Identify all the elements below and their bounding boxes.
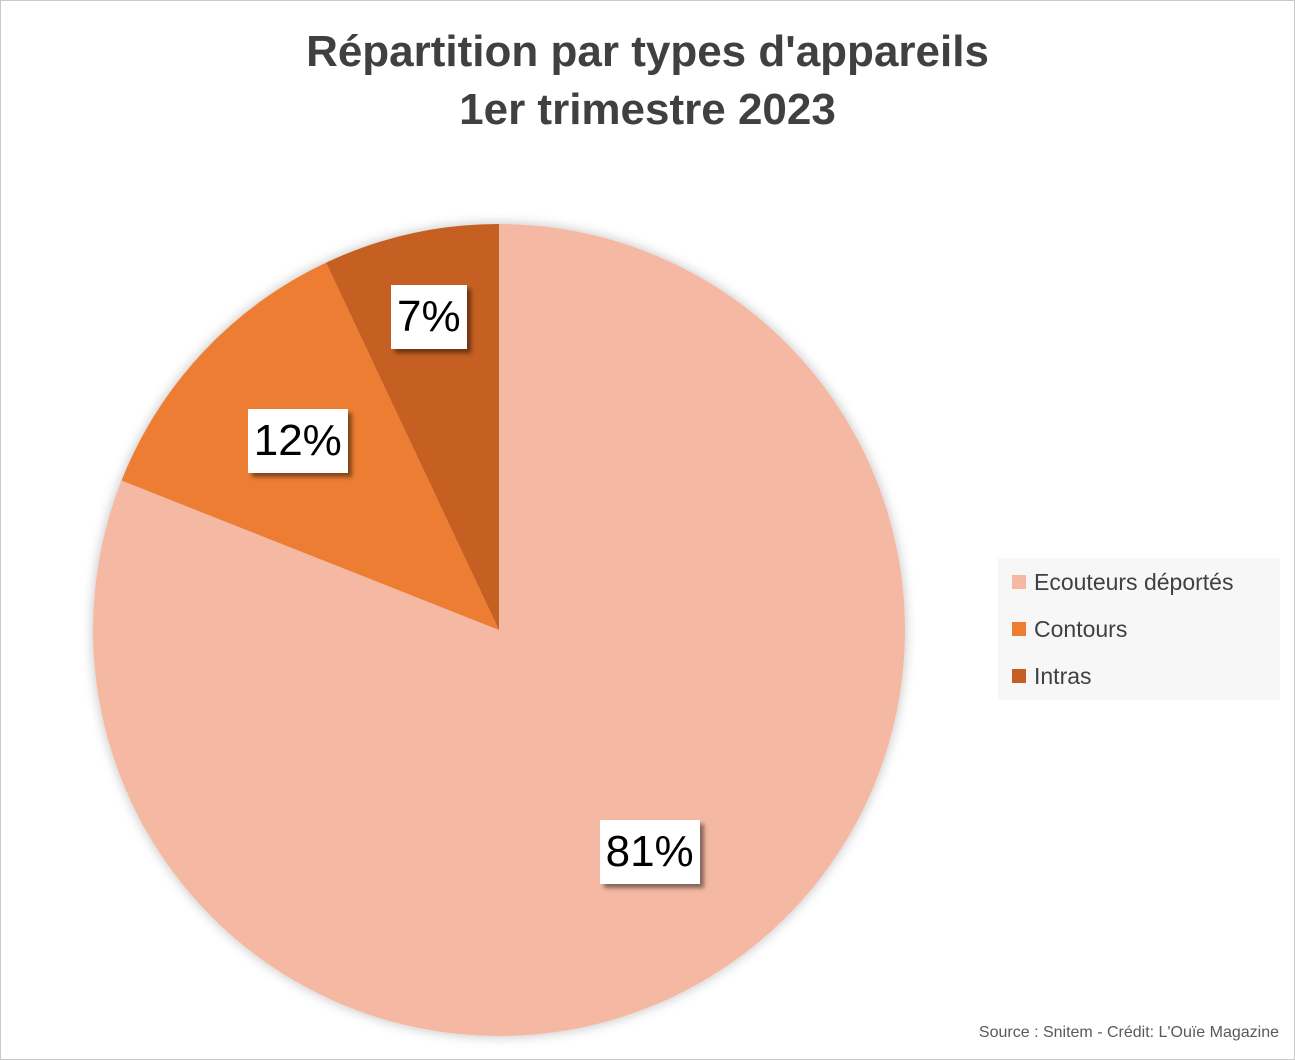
legend-item-ecouteurs: Ecouteurs déportés xyxy=(1012,567,1233,597)
data-label-intras: 7% xyxy=(391,284,467,349)
chart-title-line-2: 1er trimestre 2023 xyxy=(459,85,836,134)
legend-item-contours: Contours xyxy=(1012,614,1127,644)
legend-label-intras: Intras xyxy=(1034,662,1092,689)
data-label-ecouteurs: 81% xyxy=(599,819,700,884)
legend: Ecouteurs déportés Contours Intras xyxy=(998,558,1280,700)
legend-label-contours: Contours xyxy=(1034,615,1128,642)
legend-swatch-contours xyxy=(1012,622,1026,636)
source-credit: Source : Snitem - Crédit: L'Ouïe Magazin… xyxy=(978,1024,1279,1041)
chart-title-line-1: Répartition par types d'appareils xyxy=(306,27,989,76)
legend-item-intras: Intras xyxy=(1012,661,1092,691)
legend-label-ecouteurs: Ecouteurs déportés xyxy=(1034,568,1234,595)
legend-swatch-intras xyxy=(1012,669,1026,683)
legend-swatch-ecouteurs xyxy=(1012,575,1026,589)
data-label-contours: 12% xyxy=(247,409,348,473)
pie-slice-ecouteurs xyxy=(93,224,906,1036)
